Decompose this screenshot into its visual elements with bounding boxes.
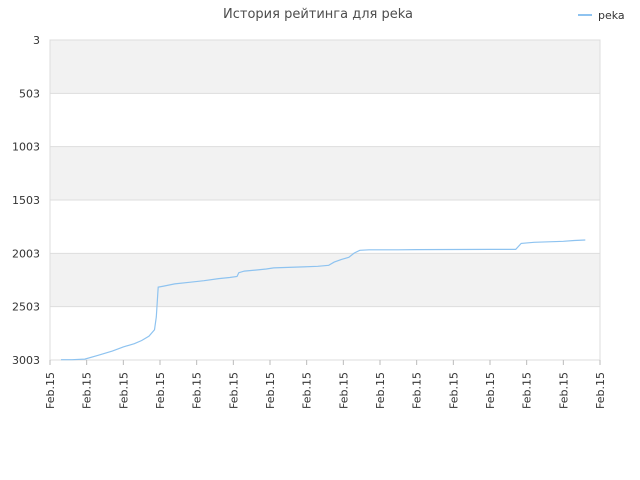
series-layer <box>61 239 586 361</box>
plot-band <box>50 253 600 307</box>
plot-area <box>49 39 601 361</box>
x-tick-label: Feb.15 <box>264 372 277 409</box>
x-tick-label: Feb.15 <box>337 372 350 409</box>
x-tick-label: Feb.15 <box>374 372 387 409</box>
x-tick-label: Feb.15 <box>154 372 167 409</box>
y-axis: 3 503 1003 1503 2003 2503 3003 <box>12 34 40 367</box>
x-tick-label: Feb.15 <box>521 372 534 409</box>
chart-title: История рейтинга для peka <box>223 7 413 22</box>
y-tick-label: 1503 <box>12 194 40 207</box>
legend-label: peka <box>598 9 625 22</box>
y-tick-label: 2003 <box>12 247 40 260</box>
series-line-peka <box>61 239 586 361</box>
legend: peka <box>578 9 625 22</box>
y-tick-label: 1003 <box>12 141 40 154</box>
x-tick-label: Feb.15 <box>44 372 57 409</box>
y-tick-label: 503 <box>19 87 40 100</box>
x-tick-label: Feb.15 <box>484 372 497 409</box>
x-tick-label: Feb.15 <box>557 372 570 409</box>
plot-band <box>50 40 600 94</box>
x-tick-label: Feb.15 <box>227 372 240 409</box>
plot-bands <box>50 40 600 307</box>
x-tick-label: Feb.15 <box>447 372 460 409</box>
y-tick-label: 2503 <box>12 301 40 314</box>
x-tick-label: Feb.15 <box>117 372 130 409</box>
x-tick-label: Feb.15 <box>301 372 314 409</box>
x-tick-label: Feb.15 <box>411 372 424 409</box>
plot-band <box>50 146 600 200</box>
y-tick-label: 3 <box>33 34 40 47</box>
x-tick-label: Feb.15 <box>81 372 94 409</box>
x-axis: Feb.15 Feb.15 Feb.15 Feb.15 Feb.15 Feb.15 Feb.… <box>44 360 607 409</box>
x-tick-label: Feb.15 <box>594 372 607 409</box>
x-tick-label: Feb.15 <box>191 372 204 409</box>
y-tick-label: 3003 <box>12 354 40 367</box>
